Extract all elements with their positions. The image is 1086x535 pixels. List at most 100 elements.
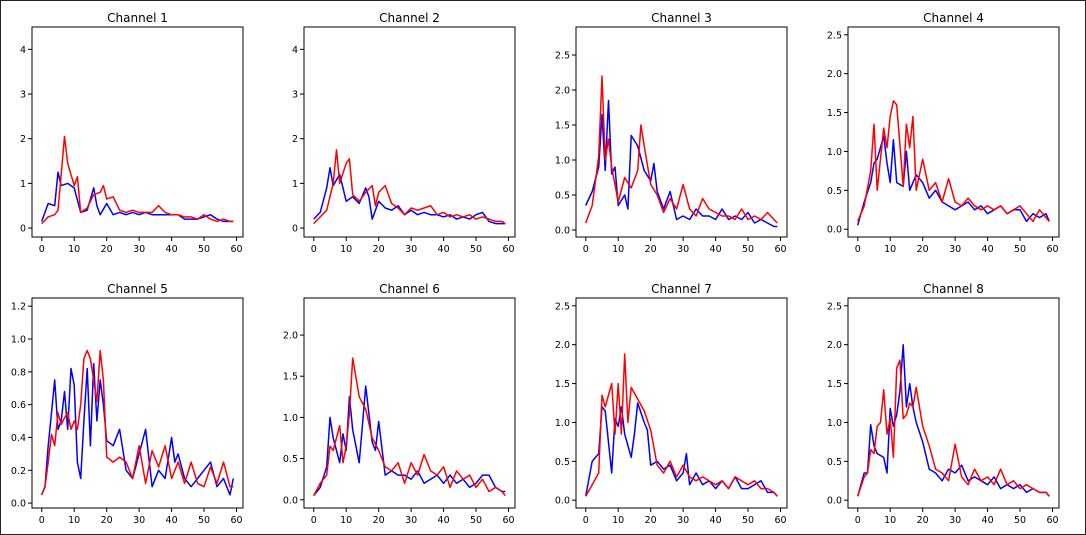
x-tick-label: 20 <box>101 244 113 255</box>
axes-frame <box>575 26 788 238</box>
x-tick-label: 10 <box>612 515 624 526</box>
series-line-blue <box>856 343 1050 497</box>
y-tick-label: 1.5 <box>555 121 570 132</box>
y-tick-label: 2.5 <box>555 51 570 62</box>
x-tick-label: 20 <box>645 244 657 255</box>
x-tick-label: 30 <box>133 244 145 255</box>
x-tick-label: 60 <box>1046 244 1058 255</box>
y-tick-label: 2.0 <box>283 331 298 342</box>
x-tick-label: 0 <box>583 244 589 255</box>
series-line-blue <box>584 402 778 497</box>
x-tick-label: 20 <box>101 515 113 526</box>
y-tick-label: 0.5 <box>827 457 842 468</box>
y-tick-label: 1.0 <box>283 413 298 424</box>
x-tick-label: 40 <box>982 244 994 255</box>
y-tick-label: 1.0 <box>11 335 26 346</box>
y-tick-label: 2.0 <box>555 86 570 97</box>
x-tick-label: 50 <box>198 244 210 255</box>
y-tick-label: 0.6 <box>11 400 26 411</box>
x-tick-label: 0 <box>39 515 45 526</box>
y-tick-label: 0.4 <box>11 433 26 444</box>
x-tick-label: 20 <box>645 515 657 526</box>
series-line-red <box>313 357 506 497</box>
y-tick-label: 0.0 <box>11 499 26 510</box>
x-tick-label: 20 <box>917 515 929 526</box>
x-tick-label: 40 <box>710 244 722 255</box>
axes-frame <box>31 297 244 509</box>
x-tick-label: 20 <box>917 244 929 255</box>
y-tick-label: 2.5 <box>555 301 570 312</box>
axes-frame <box>303 26 516 238</box>
series-line-blue <box>40 171 234 223</box>
y-tick-label: 1.0 <box>555 156 570 167</box>
x-tick-label: 0 <box>39 244 45 255</box>
subplot-title: Channel 4 <box>923 11 984 25</box>
y-tick-label: 0.5 <box>555 457 570 468</box>
y-tick-label: 1.5 <box>827 379 842 390</box>
x-tick-label: 50 <box>470 515 482 526</box>
y-tick-label: 0.0 <box>283 495 298 506</box>
series-line-red <box>41 349 234 496</box>
x-tick-label: 30 <box>677 515 689 526</box>
x-tick-label: 40 <box>710 515 722 526</box>
x-tick-label: 0 <box>855 244 861 255</box>
x-tick-label: 50 <box>742 244 754 255</box>
subplot-title: Channel 1 <box>107 11 168 25</box>
x-tick-label: 40 <box>982 515 994 526</box>
y-tick-label: 0.0 <box>827 496 842 507</box>
series-line-red <box>585 353 778 497</box>
subplot-title: Channel 8 <box>923 282 984 296</box>
y-tick-label: 4 <box>292 45 298 56</box>
x-tick-label: 40 <box>438 244 450 255</box>
subplot-title: Channel 3 <box>651 11 712 25</box>
x-tick-label: 40 <box>166 515 178 526</box>
x-tick-label: 60 <box>1046 515 1058 526</box>
y-tick-label: 2.0 <box>555 340 570 351</box>
y-tick-label: 0.5 <box>827 186 842 197</box>
x-tick-label: 60 <box>502 244 514 255</box>
y-tick-label: 0 <box>20 224 26 235</box>
subplot-title: Channel 7 <box>651 282 712 296</box>
series-line-red <box>41 135 234 225</box>
x-tick-label: 0 <box>311 515 317 526</box>
y-tick-label: 0.0 <box>827 225 842 236</box>
subplot-title: Channel 2 <box>379 11 440 25</box>
x-tick-label: 30 <box>677 244 689 255</box>
x-tick-label: 10 <box>340 515 352 526</box>
x-tick-label: 0 <box>311 244 317 255</box>
x-tick-label: 20 <box>373 515 385 526</box>
x-tick-label: 10 <box>612 244 624 255</box>
y-tick-label: 2.5 <box>827 301 842 312</box>
x-tick-label: 60 <box>774 244 786 255</box>
subplot-channel-1: Channel 1 0 10 20 30 40 50 60 0 1 2 3 4 <box>20 11 244 255</box>
x-tick-label: 60 <box>230 244 242 255</box>
x-tick-label: 10 <box>884 515 896 526</box>
x-tick-label: 30 <box>133 515 145 526</box>
axes-frame <box>847 26 1060 238</box>
subplot-channel-7: Channel 7 0 10 20 30 40 50 60 0.0 0.5 1.0 1.5 2.0 2.5 <box>555 282 788 526</box>
subplot-channel-6: Channel 6 0 10 20 30 40 50 60 0.0 0.5 1.0 1.5 2.0 <box>283 282 516 526</box>
series-line-red <box>313 149 506 225</box>
x-tick-label: 30 <box>949 244 961 255</box>
x-tick-label: 30 <box>405 515 417 526</box>
subplot-channel-2: Channel 2 0 10 20 30 40 50 60 0 1 2 3 4 <box>292 11 516 255</box>
subplot-title: Channel 6 <box>379 282 440 296</box>
x-tick-label: 60 <box>230 515 242 526</box>
x-tick-label: 10 <box>68 244 80 255</box>
series-line-red <box>856 359 1050 497</box>
subplot-channel-5: Channel 5 0 10 20 30 40 50 60 0.0 0.2 0.4 0.6 0.8 1.0… <box>11 282 244 526</box>
axes-frame <box>847 297 1060 509</box>
x-tick-label: 0 <box>583 515 589 526</box>
axes-frame <box>31 26 244 238</box>
x-tick-label: 60 <box>774 515 786 526</box>
x-tick-label: 60 <box>502 515 514 526</box>
x-tick-label: 0 <box>855 515 861 526</box>
x-tick-label: 50 <box>742 515 754 526</box>
y-tick-label: 2 <box>20 134 26 145</box>
y-tick-label: 0.0 <box>555 496 570 507</box>
y-tick-label: 1 <box>20 179 26 190</box>
series-line-blue <box>313 385 506 497</box>
x-tick-label: 50 <box>1014 244 1026 255</box>
y-tick-label: 4 <box>20 45 26 56</box>
